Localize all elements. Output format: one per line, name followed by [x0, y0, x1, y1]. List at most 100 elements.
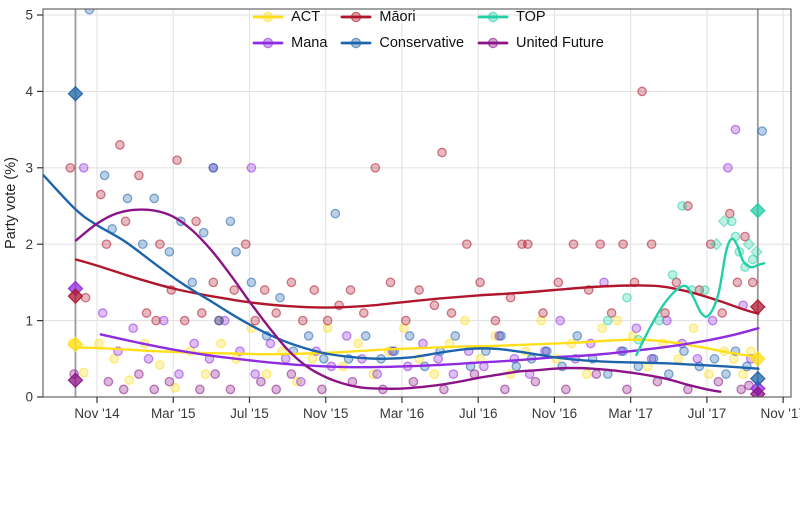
poll-point — [155, 239, 165, 250]
poll-point — [408, 376, 419, 387]
poll-point — [429, 369, 440, 379]
election-result-m-ori — [749, 298, 766, 315]
poll-point — [667, 269, 678, 280]
poll-point — [280, 353, 291, 364]
x-tick-label: Nov '14 — [74, 406, 120, 421]
poll-point — [522, 239, 533, 250]
poll-point — [109, 353, 120, 364]
poll-point — [717, 308, 728, 318]
poll-point — [250, 369, 261, 379]
poll-point — [742, 361, 752, 372]
series-mana-points — [78, 124, 756, 387]
poll-point — [439, 384, 449, 395]
poll-point — [296, 376, 306, 387]
poll-point — [149, 193, 160, 204]
poll-point — [747, 277, 758, 288]
poll-point — [187, 277, 198, 288]
y-tick-label: 2 — [25, 237, 33, 252]
poll-point — [317, 384, 327, 395]
poll-point — [94, 338, 104, 349]
poll-point — [318, 353, 329, 364]
legend-key-united-future — [477, 37, 509, 49]
poll-point — [561, 384, 571, 395]
poll-point — [229, 285, 240, 295]
x-tick-label: Jul '16 — [459, 406, 498, 421]
series-conservative-points — [84, 9, 768, 379]
poll-point — [511, 361, 522, 372]
poll-point — [418, 338, 428, 349]
party-vote-chart: 0 1 2 3 4 5 Nov '14 Mar '15 Jul '15 Nov '15 Mar '1… — [0, 8, 800, 426]
poll-point — [195, 384, 205, 395]
poll-point — [303, 331, 314, 341]
poll-point — [261, 369, 272, 379]
y-tick-label: 1 — [25, 313, 33, 328]
poll-point — [713, 376, 724, 387]
poll-point — [572, 331, 583, 341]
poll-point — [358, 308, 369, 318]
poll-point — [612, 315, 623, 326]
poll-point — [429, 300, 440, 311]
poll-point — [709, 353, 720, 364]
poll-point — [97, 308, 108, 318]
poll-point — [602, 315, 613, 326]
legend-item-united-future: United Future — [477, 34, 604, 52]
poll-point — [65, 162, 76, 173]
poll-point — [122, 193, 133, 204]
poll-point — [250, 315, 261, 326]
poll-point — [750, 245, 763, 259]
poll-point — [530, 376, 541, 387]
poll-point — [286, 369, 297, 379]
poll-point — [568, 239, 579, 250]
legend-label-conservative: Conservative — [379, 34, 465, 51]
poll-point — [446, 308, 457, 318]
election-result-conservative — [749, 370, 766, 387]
poll-point — [360, 331, 371, 341]
poll-point — [172, 155, 182, 166]
poll-point — [595, 239, 606, 250]
legend-key-top — [477, 11, 509, 23]
legend-key-mana — [252, 37, 284, 49]
poll-point — [671, 277, 682, 288]
legend-label-act: ACT — [291, 8, 321, 25]
legend-item-conservative: Conservative — [340, 34, 464, 52]
poll-point — [688, 323, 699, 334]
poll-point — [677, 201, 687, 211]
poll-point — [341, 331, 352, 341]
election-result-m-ori — [67, 288, 84, 305]
poll-point — [372, 369, 383, 379]
poll-point — [208, 277, 219, 288]
poll-point — [149, 384, 160, 395]
poll-point — [256, 376, 266, 387]
y-tick-label: 5 — [25, 8, 33, 23]
poll-point — [496, 331, 506, 341]
poll-point — [115, 140, 125, 150]
poll-point — [660, 308, 670, 318]
x-tick-label: Mar '17 — [608, 406, 653, 421]
poll-point — [330, 208, 341, 219]
poll-point — [707, 315, 718, 326]
poll-point — [158, 315, 169, 326]
poll-point — [99, 170, 110, 181]
poll-point — [475, 277, 485, 288]
poll-point — [84, 9, 95, 15]
poll-point — [208, 162, 219, 173]
poll-point — [214, 315, 224, 326]
panel-border — [42, 8, 792, 398]
poll-point — [538, 308, 548, 318]
poll-point — [155, 360, 165, 370]
y-tick-label: 0 — [25, 390, 33, 405]
series-conservative-trend-line — [43, 174, 760, 370]
chart-legend: ACT Mana Māori Conservative TOP United Future — [252, 8, 604, 52]
poll-point — [322, 315, 333, 326]
poll-point — [259, 285, 270, 295]
plot-area — [43, 9, 768, 397]
poll-point — [246, 277, 257, 288]
poll-point — [710, 237, 723, 251]
poll-point — [742, 237, 756, 251]
poll-point — [174, 369, 184, 379]
poll-point — [118, 384, 129, 395]
x-tick-label: Nov '15 — [303, 406, 348, 421]
chart-svg: 0 1 2 3 4 5 Nov '14 Mar '15 Jul '15 Nov '15 Mar '1… — [3, 8, 800, 421]
poll-point — [286, 277, 297, 288]
y-tick-label: 4 — [25, 84, 33, 99]
